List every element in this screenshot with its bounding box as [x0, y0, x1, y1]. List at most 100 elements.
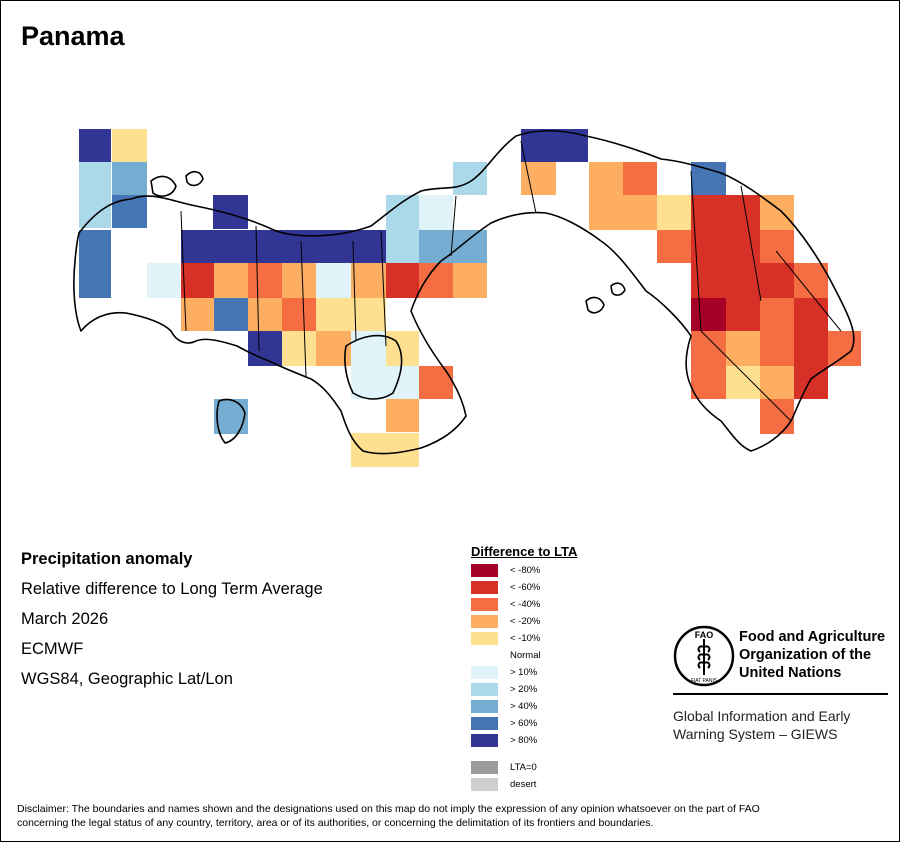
anomaly-cell [214, 298, 248, 331]
anomaly-cell [79, 230, 111, 263]
anomaly-cell [691, 366, 726, 399]
legend: Difference to LTA < -80% < -60% < -40% < -2… [471, 544, 631, 791]
legend-swatch [471, 700, 498, 713]
fao-divider [673, 693, 888, 695]
anomaly-cell [351, 263, 386, 298]
legend-swatch [471, 632, 498, 645]
legend-label: < -60% [510, 582, 541, 593]
legend-title: Difference to LTA [471, 544, 578, 559]
anomaly-cell [316, 263, 351, 298]
anomaly-cell [181, 298, 214, 331]
anomaly-cell [213, 195, 248, 229]
disclaimer-line1: Disclaimer: The boundaries and names sho… [17, 803, 760, 815]
legend-label: < -20% [510, 616, 541, 627]
anomaly-cell [726, 195, 760, 230]
legend-item: > 20% [471, 683, 537, 696]
anomaly-cell [282, 263, 316, 298]
anomaly-cell [214, 399, 248, 434]
legend-item: < -40% [471, 598, 540, 611]
anomaly-cell [556, 129, 588, 162]
anomaly-cell [386, 195, 419, 230]
anomaly-cell [726, 366, 760, 399]
province-borders [180, 140, 842, 422]
legend-label: > 10% [510, 667, 538, 678]
anomaly-cell [351, 366, 386, 399]
anomaly-cell [453, 230, 487, 263]
anomaly-cell [316, 298, 351, 331]
anomaly-cell [351, 230, 386, 263]
anomaly-cell [521, 129, 556, 162]
legend-item: > 60% [471, 717, 537, 730]
anomaly-cell [351, 298, 386, 331]
legend-item: > 80% [471, 734, 537, 747]
anomaly-cell [760, 298, 794, 331]
fao-logo-text: FAO [695, 630, 714, 640]
legend-item: < -10% [471, 632, 540, 645]
fao-logo-icon: FAO FIAT PANIS [673, 625, 735, 687]
info-source: ECMWF [21, 640, 84, 658]
anomaly-cell [419, 366, 453, 399]
legend-item: < -60% [471, 581, 540, 594]
anomaly-cell [794, 331, 828, 366]
anomaly-cell [623, 162, 657, 195]
legend-label: Normal [510, 650, 541, 661]
legend-swatch [471, 598, 498, 611]
anomaly-cell [691, 195, 726, 230]
anomaly-grid [79, 129, 861, 467]
info-title: Precipitation anomaly [21, 550, 193, 568]
anomaly-cell [79, 129, 111, 162]
map-title: Panama [21, 21, 125, 51]
anomaly-cell [112, 129, 147, 162]
anomaly-cell [248, 298, 282, 331]
anomaly-cell [589, 195, 623, 230]
anomaly-cell [794, 298, 828, 331]
anomaly-cell [726, 230, 760, 263]
legend-label: < -80% [510, 565, 541, 576]
anomaly-cell [351, 433, 386, 467]
info-projection: WGS84, Geographic Lat/Lon [21, 670, 233, 688]
legend-item: Normal [471, 649, 541, 662]
anomaly-cell [657, 230, 691, 263]
anomaly-cell [282, 298, 316, 331]
legend-swatch [471, 615, 498, 628]
legend-swatch [471, 761, 498, 774]
legend-item: > 10% [471, 666, 537, 679]
anomaly-cell [248, 331, 282, 366]
anomaly-cell [760, 399, 794, 434]
disclaimer-line2: concerning the legal status of any count… [17, 817, 654, 829]
legend-label: < -10% [510, 633, 541, 644]
anomaly-cell [453, 263, 487, 298]
country-outline [73, 130, 855, 455]
legend-label: > 40% [510, 701, 538, 712]
fao-logo-motto: FIAT PANIS [691, 678, 718, 684]
anomaly-cell [828, 331, 861, 366]
legend-swatch [471, 717, 498, 730]
anomaly-cell [691, 263, 726, 298]
anomaly-cell [419, 263, 453, 298]
anomaly-cell [79, 162, 111, 195]
anomaly-cell [386, 263, 419, 298]
azuero-peninsula [344, 334, 403, 400]
fao-name-line2: Organization of the [739, 647, 872, 663]
giews-line2: Warning System – GIEWS [673, 726, 838, 742]
legend-swatch [471, 734, 498, 747]
legend-swatch [471, 564, 498, 577]
anomaly-cell [214, 263, 248, 298]
legend-item: > 40% [471, 700, 537, 713]
anomaly-cell [386, 230, 419, 263]
anomaly-cell [760, 230, 794, 263]
anomaly-cell [248, 263, 282, 298]
anomaly-cell [386, 331, 419, 366]
legend-label: > 20% [510, 684, 538, 695]
anomaly-cell [691, 162, 726, 195]
anomaly-cell [760, 263, 794, 298]
legend-swatch [471, 666, 498, 679]
pearl-islands [585, 282, 626, 314]
anomaly-cell [691, 298, 726, 331]
anomaly-cell [589, 162, 623, 195]
fao-name: Food and Agriculture Organization of the… [739, 628, 885, 682]
anomaly-map [73, 129, 861, 467]
anomaly-cell [79, 195, 111, 228]
legend-label: LTA=0 [510, 762, 537, 773]
